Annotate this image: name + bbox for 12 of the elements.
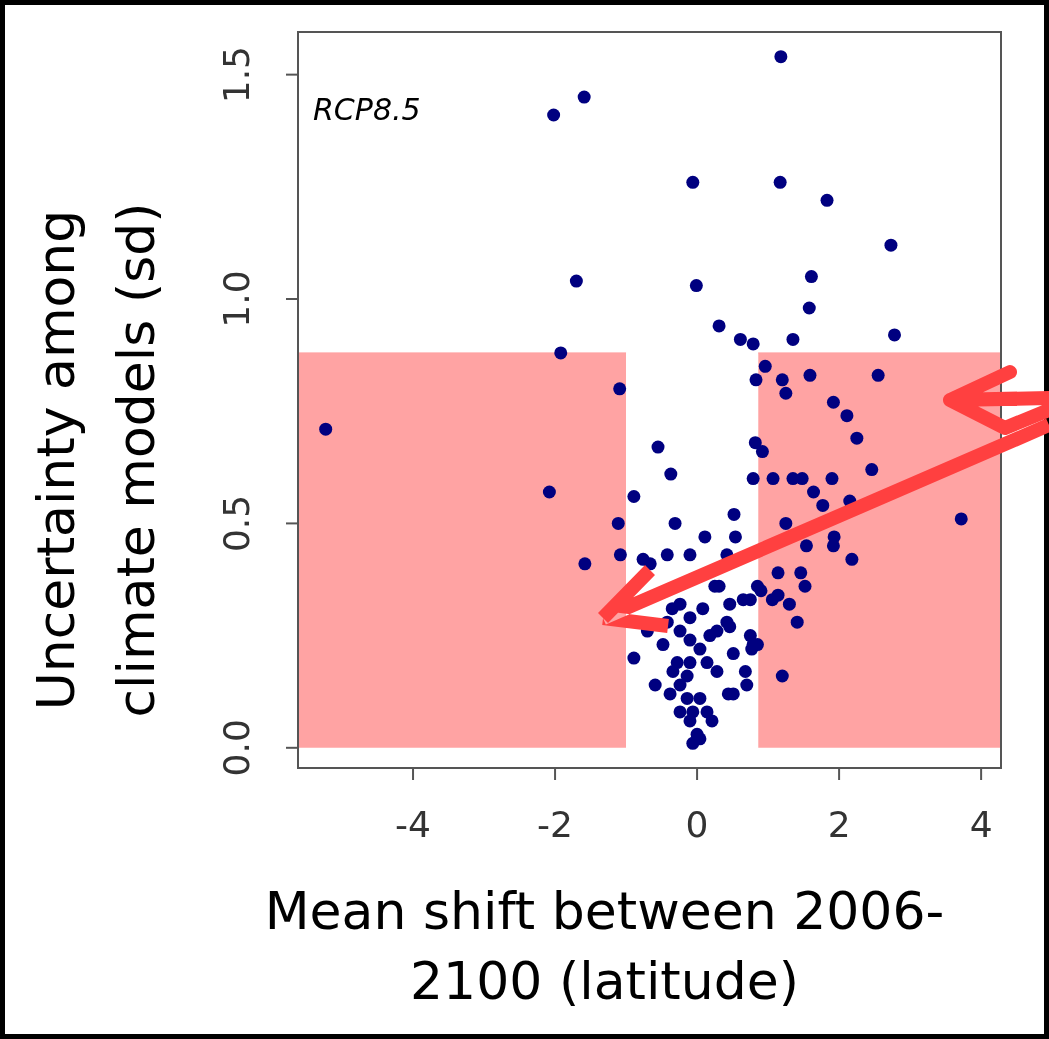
- x-axis-title: Mean shift between 2006-2100 (latitude): [264, 880, 945, 1011]
- x-tick-label: -2: [537, 804, 574, 846]
- x-tick-label: 4: [969, 804, 993, 846]
- y-axis-title: Uncertainty among climate models (sd): [25, 202, 166, 718]
- y-tick-label: 0.5: [216, 494, 258, 553]
- y-tick-label: 0.0: [216, 719, 258, 777]
- y-tick-label: 1.5: [216, 46, 258, 104]
- x-tick-label: 0: [685, 804, 709, 846]
- annotation: RCP8.5: [313, 91, 421, 127]
- x-tick-label: -4: [395, 804, 431, 846]
- y-tick-label: 1.0: [216, 270, 258, 328]
- x-tick-label: 2: [827, 804, 851, 846]
